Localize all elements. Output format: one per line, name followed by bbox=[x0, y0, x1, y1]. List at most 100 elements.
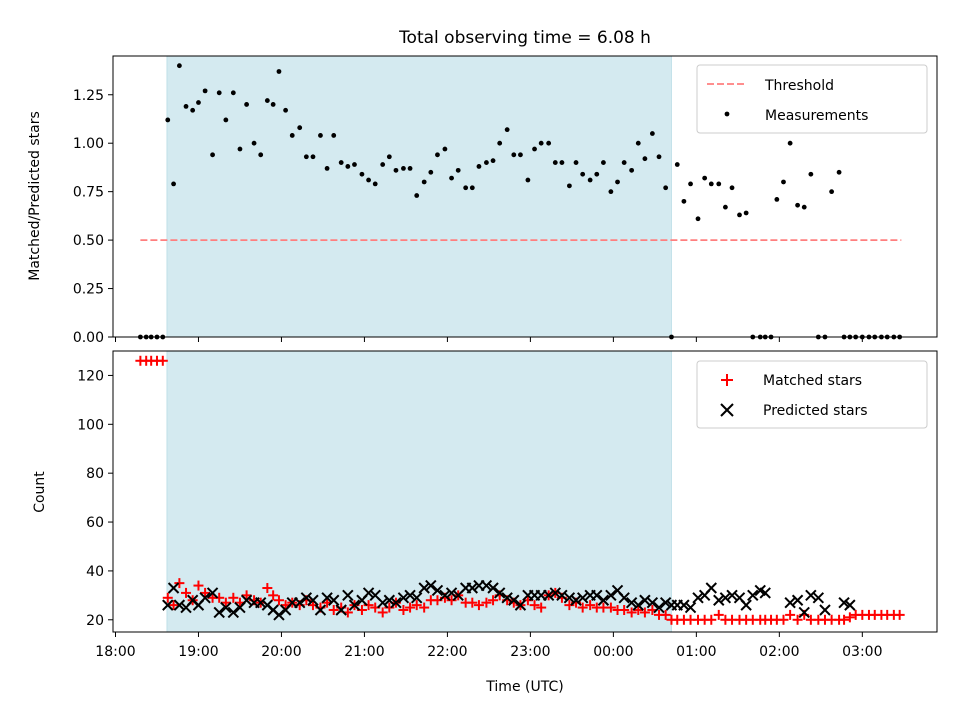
measurement-point bbox=[455, 167, 461, 173]
predicted-star-point bbox=[445, 587, 458, 599]
matched-star-point bbox=[467, 597, 478, 608]
measurement-point bbox=[435, 152, 440, 158]
measurement-point bbox=[223, 117, 229, 123]
matched-star-point bbox=[181, 587, 192, 598]
matched-star-point bbox=[844, 612, 855, 623]
predicted-star-point bbox=[439, 589, 451, 602]
legend-predicted-swatch bbox=[720, 403, 734, 417]
matched-star-point bbox=[384, 602, 395, 613]
measurement-point bbox=[663, 185, 669, 191]
measurement-point bbox=[386, 154, 392, 160]
top-axes-frame bbox=[112, 55, 938, 338]
measurement-point bbox=[801, 204, 807, 210]
predicted-star-point bbox=[501, 592, 513, 604]
matched-star-point bbox=[241, 590, 252, 601]
predicted-star-point bbox=[220, 601, 232, 614]
predicted-star-point bbox=[563, 592, 576, 604]
matched-star-point bbox=[157, 355, 168, 366]
bottom-y-tick-label: 100 bbox=[77, 417, 104, 433]
matched-star-point bbox=[328, 605, 339, 616]
top-y-tick-label: 1.00 bbox=[73, 136, 104, 152]
bottom-ylabel: Count bbox=[32, 471, 48, 513]
predicted-star-point bbox=[759, 587, 771, 599]
top-shaded-span bbox=[166, 55, 672, 338]
measurement-point bbox=[587, 177, 593, 183]
predicted-star-point bbox=[348, 599, 361, 611]
measurement-point bbox=[484, 160, 489, 165]
measurement-point bbox=[601, 160, 606, 165]
top-panel: 0.00 0.25 0.50 0.75 1.00 1.25 Matched/Predict… bbox=[27, 55, 938, 346]
measurement-point bbox=[442, 146, 448, 152]
measurement-point bbox=[303, 154, 309, 160]
predicted-star-point bbox=[300, 592, 313, 604]
predicted-star-point bbox=[314, 604, 327, 616]
measurement-point bbox=[372, 181, 378, 187]
measurement-point bbox=[414, 193, 420, 198]
predicted-star-point bbox=[321, 592, 333, 604]
measurement-point bbox=[421, 179, 427, 185]
measurement-point bbox=[469, 185, 475, 191]
predicted-star-point bbox=[618, 592, 630, 604]
measurement-point bbox=[532, 146, 537, 152]
measurement-point bbox=[190, 107, 196, 113]
matched-star-point bbox=[377, 607, 388, 618]
matched-star-point bbox=[214, 592, 225, 603]
measurement-point bbox=[264, 98, 270, 103]
bottom-axes-frame bbox=[112, 350, 938, 633]
measurement-point bbox=[525, 177, 531, 183]
measurement-point bbox=[615, 179, 620, 185]
top-y-tick-label: 0.50 bbox=[73, 233, 104, 249]
predicted-star-point bbox=[273, 609, 285, 621]
measurement-point bbox=[546, 140, 552, 146]
top-y-tick-label: 0.75 bbox=[73, 185, 104, 201]
measurement-point bbox=[552, 160, 558, 165]
predicted-star-point bbox=[805, 589, 817, 602]
legend-measurements-swatch bbox=[724, 111, 730, 117]
measurement-point bbox=[774, 197, 780, 202]
measurement-point bbox=[230, 90, 236, 96]
bottom-y-tick-label: 40 bbox=[86, 564, 104, 580]
predicted-star-point bbox=[791, 594, 804, 606]
predicted-star-point bbox=[383, 594, 396, 606]
top-ylabel: Matched/Predicted stars bbox=[27, 111, 43, 281]
x-tick-label: 23:00 bbox=[510, 644, 550, 660]
measurement-point bbox=[743, 210, 749, 216]
measurement-point bbox=[518, 152, 523, 158]
measurement-point bbox=[497, 140, 503, 146]
matched-star-point bbox=[200, 587, 211, 598]
measurement-point bbox=[297, 125, 303, 131]
measurement-point bbox=[463, 185, 469, 191]
measurement-point bbox=[594, 171, 600, 177]
predicted-star-point bbox=[167, 582, 180, 594]
bottom-legend: Matched stars Predicted stars bbox=[696, 360, 928, 429]
matched-star-point bbox=[193, 580, 204, 591]
predicted-star-point bbox=[747, 589, 759, 602]
predicted-star-point bbox=[173, 599, 186, 611]
measurement-point bbox=[808, 171, 814, 177]
predicted-star-point bbox=[466, 582, 479, 594]
matched-star-point bbox=[488, 595, 499, 606]
matched-star-point bbox=[639, 607, 650, 618]
measurement-point bbox=[476, 164, 482, 169]
predicted-star-point bbox=[597, 594, 610, 606]
matched-star-point bbox=[405, 602, 416, 613]
x-tick-label: 22:00 bbox=[427, 644, 467, 660]
x-tick-label: 02:00 bbox=[759, 644, 799, 660]
predicted-star-point bbox=[397, 592, 410, 604]
predicted-star-point bbox=[480, 579, 493, 592]
measurement-point bbox=[656, 154, 662, 160]
predicted-star-point bbox=[605, 589, 617, 602]
x-tick-label: 01:00 bbox=[676, 644, 716, 660]
matched-star-point bbox=[411, 600, 422, 611]
measurement-point bbox=[649, 131, 655, 136]
measurement-point bbox=[165, 117, 171, 123]
measurement-point bbox=[380, 162, 386, 167]
measurement-point bbox=[407, 166, 413, 171]
measurement-point bbox=[580, 171, 586, 177]
measurement-point bbox=[504, 127, 510, 133]
bottom-xlabel: Time (UTC) bbox=[485, 679, 563, 695]
matched-star-point bbox=[894, 609, 905, 620]
predicted-star-point bbox=[213, 606, 225, 619]
predicted-star-point bbox=[411, 592, 423, 604]
measurement-point bbox=[722, 204, 728, 210]
